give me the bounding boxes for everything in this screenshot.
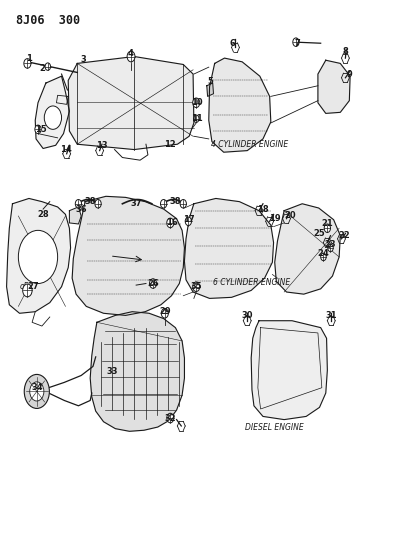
Text: 5: 5 [208,77,214,86]
Text: 23: 23 [325,240,336,249]
Circle shape [127,51,135,62]
Text: 38: 38 [84,197,96,206]
Text: oF: oF [20,282,28,291]
Circle shape [167,413,174,423]
Text: 22: 22 [338,231,350,240]
Circle shape [19,230,58,284]
Text: 34: 34 [31,383,43,392]
Text: 6: 6 [229,39,235,48]
Text: 35: 35 [190,282,202,291]
Text: 12: 12 [164,140,175,149]
Text: 8: 8 [342,47,348,55]
Text: 4 CYLINDER ENGINE: 4 CYLINDER ENGINE [211,140,289,149]
Circle shape [44,106,61,130]
Text: 10: 10 [191,98,203,107]
Text: 27: 27 [27,282,39,291]
Text: 15: 15 [35,125,46,134]
Text: 8J06  300: 8J06 300 [16,14,80,27]
Text: 3: 3 [80,55,86,64]
Text: 36: 36 [75,205,87,214]
Circle shape [193,282,200,292]
Circle shape [324,224,331,232]
Circle shape [161,309,168,318]
Circle shape [328,244,333,252]
Text: 18: 18 [257,205,269,214]
Text: 4: 4 [127,50,133,58]
Text: 26: 26 [147,279,159,288]
Circle shape [149,279,156,288]
Text: 20: 20 [284,212,296,221]
Text: 24: 24 [318,249,329,258]
Polygon shape [68,56,194,150]
Text: 7: 7 [294,39,300,48]
Text: 2: 2 [39,64,45,73]
Text: 6 CYLINDER ENGINE: 6 CYLINDER ENGINE [212,278,290,287]
Text: 29: 29 [159,307,171,316]
Circle shape [24,59,31,68]
Polygon shape [35,76,69,149]
Polygon shape [184,198,273,298]
Polygon shape [90,312,184,431]
Circle shape [45,63,50,70]
Polygon shape [69,207,81,224]
Polygon shape [209,58,271,152]
Text: 31: 31 [325,311,337,320]
Polygon shape [72,196,184,316]
Circle shape [321,253,326,261]
Circle shape [35,125,41,134]
Circle shape [293,38,299,46]
Circle shape [193,115,199,123]
Text: 17: 17 [183,215,195,224]
Text: 33: 33 [107,367,118,376]
Text: 14: 14 [59,145,71,154]
Text: 9: 9 [346,70,352,78]
Text: 25: 25 [314,229,325,238]
Circle shape [24,374,49,408]
Polygon shape [7,198,71,313]
Polygon shape [318,60,350,114]
Text: 13: 13 [96,141,108,150]
Text: 37: 37 [130,199,142,208]
Circle shape [180,199,186,208]
Circle shape [30,382,44,401]
Text: 21: 21 [322,220,333,229]
Polygon shape [251,321,327,419]
Text: 16: 16 [165,219,177,228]
Circle shape [23,284,32,297]
Text: 38: 38 [170,197,181,206]
Text: 30: 30 [242,311,253,320]
Circle shape [185,217,191,225]
Text: 32: 32 [164,414,176,423]
Circle shape [75,199,82,208]
Polygon shape [275,204,340,294]
Circle shape [167,218,174,228]
Circle shape [95,199,101,208]
Text: 11: 11 [191,114,203,123]
Text: 19: 19 [269,214,281,223]
Circle shape [160,199,167,208]
Text: 1: 1 [26,54,32,62]
Polygon shape [207,83,214,96]
Circle shape [193,98,200,108]
Text: DIESEL ENGINE: DIESEL ENGINE [245,423,304,432]
Text: 28: 28 [37,210,49,219]
